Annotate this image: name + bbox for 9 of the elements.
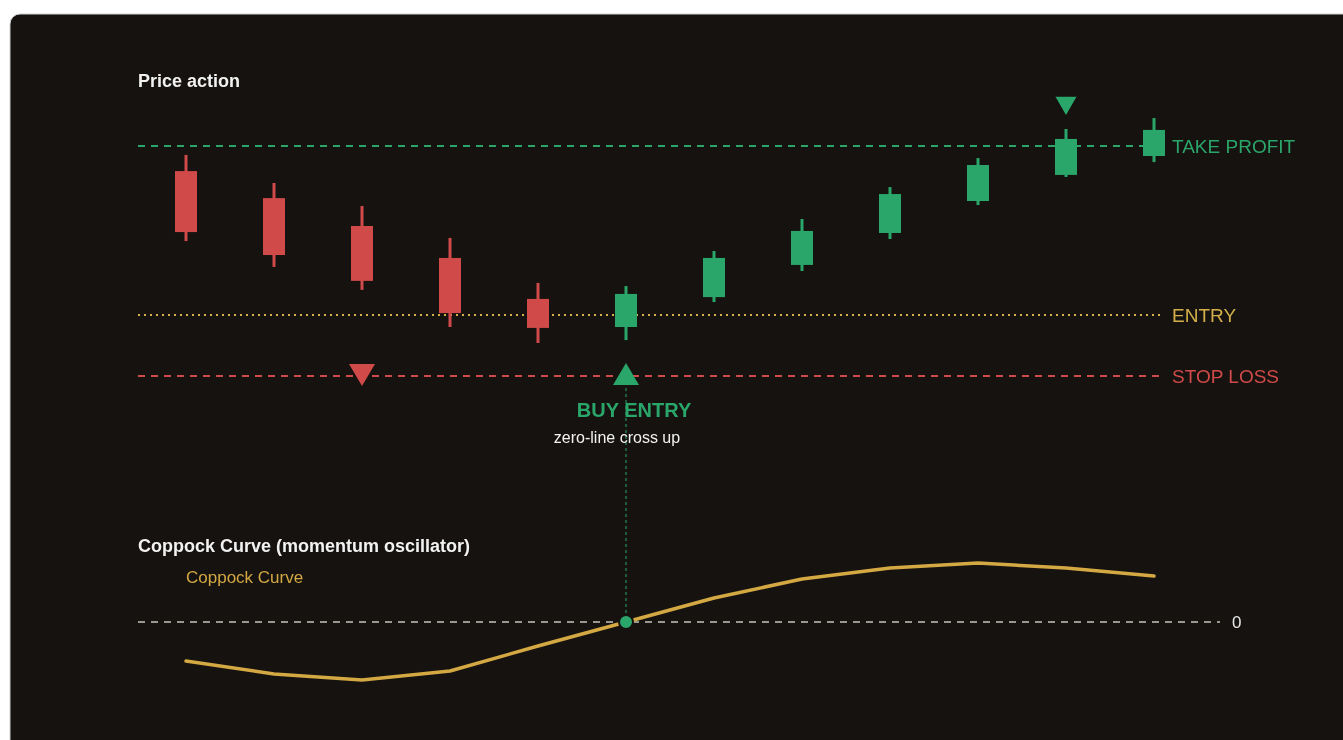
chart-title: Coppock Curve (momentum oscillator) [138,536,471,556]
text: Coppock Curve [186,568,304,587]
text: BUY ENTRY [576,399,692,421]
ref-line-label: 0 [1232,613,1242,632]
chart-title: Price action [138,71,241,91]
ref-line-label: ENTRY [1172,305,1237,327]
ref-line-label: TAKE PROFIT [1172,135,1296,157]
text: zero-line cross up [553,429,681,446]
ref-line-label: STOP LOSS [1172,366,1280,388]
